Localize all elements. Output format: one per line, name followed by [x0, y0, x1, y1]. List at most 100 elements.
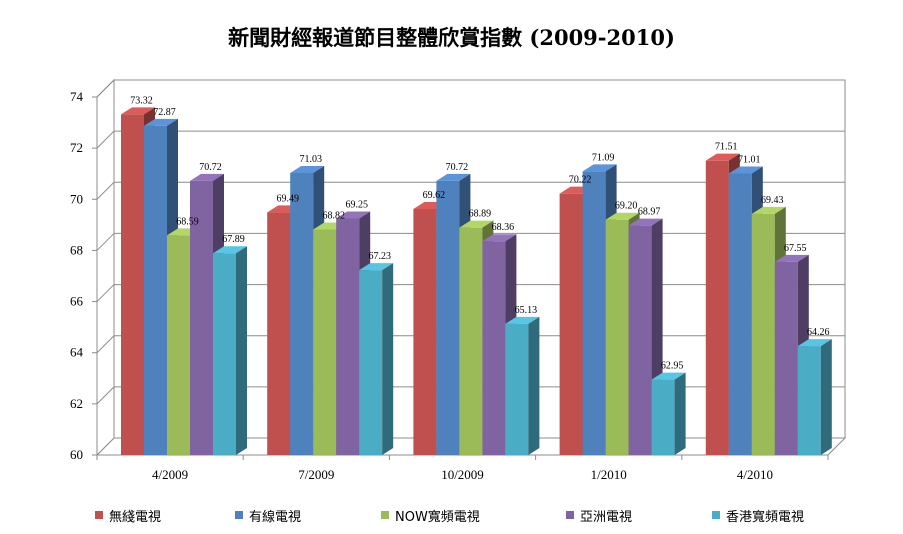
bar-top	[336, 211, 371, 219]
data-label: 71.01	[738, 154, 761, 165]
gridline-diagonal	[96, 181, 115, 200]
data-label: 70.72	[199, 162, 222, 173]
bar	[213, 246, 247, 455]
bar-front	[336, 218, 360, 455]
bar-front	[728, 173, 752, 456]
bar-front	[751, 213, 775, 455]
bar-top	[505, 316, 540, 324]
bar-side	[382, 263, 394, 455]
bar-front	[190, 180, 213, 456]
data-label: 68.36	[492, 222, 515, 233]
y-tick-label: 64	[70, 345, 84, 360]
data-label: 65.13	[515, 305, 538, 316]
gridline-diagonal	[96, 386, 115, 405]
data-label: 69.62	[423, 190, 446, 201]
legend-label: 有線電視	[249, 509, 302, 525]
bar-front	[482, 241, 506, 455]
bar-front	[213, 253, 236, 455]
y-tick-label: 72	[70, 140, 83, 155]
data-label: 68.82	[322, 210, 345, 221]
bar-front	[413, 209, 437, 455]
data-label: 67.55	[784, 243, 807, 254]
chart-title: 新聞財經報道節目整體欣賞指數 (2009-2010)	[228, 25, 675, 50]
gridline-diagonal	[96, 79, 115, 98]
data-label: 70.22	[569, 175, 592, 186]
bar-top	[628, 218, 663, 226]
gridline-diagonal	[96, 233, 115, 251]
bar	[505, 316, 540, 455]
bar-front	[651, 379, 675, 455]
bar-side	[528, 316, 540, 455]
legend-item: 有線電視	[235, 506, 302, 525]
x-tick-label: 1/2010	[591, 467, 627, 482]
x-tick-label: 4/2010	[737, 467, 773, 482]
bar-top	[774, 254, 809, 262]
legend-item: 無綫電視	[95, 506, 161, 525]
legend-swatch	[95, 511, 103, 519]
legend-label: 香港寬頻電視	[726, 509, 805, 525]
legend-swatch	[566, 511, 574, 519]
bar-top	[751, 206, 786, 214]
bar	[359, 263, 394, 455]
bar-top	[190, 173, 224, 181]
bar-front	[144, 125, 167, 455]
bar-side	[236, 246, 247, 455]
bar	[797, 339, 832, 455]
bar-front	[605, 219, 629, 455]
bar-front	[628, 225, 652, 455]
bar-top	[605, 212, 640, 220]
gridline-diagonal	[96, 335, 115, 354]
y-tick-label: 70	[70, 191, 83, 206]
y-tick-label: 74	[70, 89, 84, 104]
y-tick-label: 62	[70, 396, 83, 411]
legend-item: 香港寬頻電視	[712, 506, 805, 525]
bar-front	[267, 212, 291, 455]
data-label: 62.95	[661, 361, 684, 372]
data-label: 71.03	[299, 154, 322, 165]
bar-top	[144, 118, 178, 126]
gridline-diagonal	[96, 130, 115, 149]
data-label: 69.49	[276, 193, 299, 204]
bar-front	[797, 346, 821, 455]
bar-top	[290, 165, 325, 173]
data-label: 70.72	[446, 162, 469, 173]
bar-top	[705, 153, 740, 161]
bar-top	[459, 220, 494, 228]
bar-top	[797, 339, 832, 347]
data-label: 69.43	[761, 195, 784, 206]
legend-label: 亞洲電視	[580, 509, 633, 525]
bar-front	[359, 270, 383, 455]
bar-top	[359, 263, 394, 271]
data-label: 72.87	[153, 107, 176, 118]
bars	[121, 107, 832, 456]
legend-swatch	[381, 511, 389, 519]
x-tick-label: 4/2009	[152, 467, 188, 482]
bar-top	[582, 164, 617, 172]
y-tick-label: 68	[70, 242, 83, 257]
bar-top	[436, 173, 471, 181]
legend-swatch	[712, 511, 720, 519]
bar-front	[505, 323, 529, 455]
bar-top	[651, 372, 686, 380]
bar-side	[820, 339, 832, 455]
bar-top	[482, 234, 517, 242]
plot-side-wall	[96, 78, 115, 457]
x-tick-label: 7/2009	[298, 467, 334, 482]
bar-front	[774, 261, 798, 455]
data-label: 67.89	[222, 234, 245, 245]
legend-item: 亞洲電視	[566, 506, 633, 525]
bar-front	[290, 172, 314, 455]
data-label: 71.51	[715, 142, 738, 153]
bar-top	[121, 107, 155, 115]
bar-front	[459, 227, 483, 455]
bar-top	[728, 166, 763, 174]
data-label: 73.32	[130, 95, 153, 106]
legend-item: NOW寬頻電視	[381, 506, 480, 525]
data-label: 64.26	[807, 327, 830, 338]
data-label: 68.59	[176, 216, 199, 227]
gridline-diagonal	[96, 284, 115, 302]
bar-front	[436, 180, 460, 456]
legend-label: NOW寬頻電視	[395, 509, 480, 525]
